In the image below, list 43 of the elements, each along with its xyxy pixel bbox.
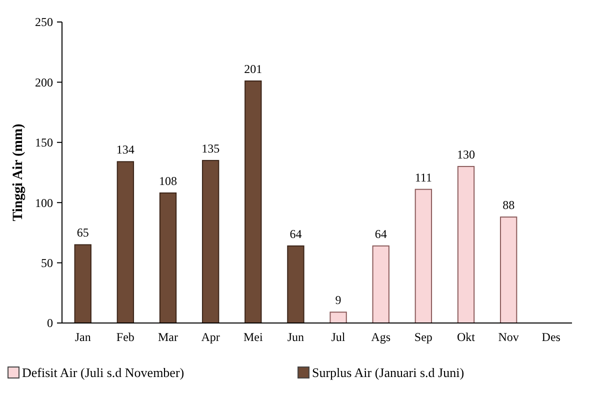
- bar: [372, 245, 390, 324]
- y-tick-label: 0: [47, 316, 53, 330]
- data-label: 65: [76, 226, 89, 240]
- legend-label: Defisit Air (Juli s.d November): [22, 365, 184, 380]
- bar: [244, 80, 262, 324]
- data-label: 88: [502, 198, 515, 212]
- y-tick-label: 150: [35, 136, 53, 150]
- x-tick-label: Jul: [331, 330, 346, 344]
- y-tick-label: 250: [35, 15, 53, 30]
- x-tick-label: Sep: [414, 330, 432, 344]
- y-tick-label: 50: [41, 256, 53, 270]
- y-axis-title: Tinggi Air (mm): [11, 123, 26, 222]
- legend-label: Surplus Air (Januari s.d Juni): [312, 365, 464, 380]
- bar: [74, 244, 92, 324]
- data-label: 134: [116, 142, 134, 157]
- bar: [457, 166, 475, 324]
- data-label: 64: [374, 226, 387, 241]
- y-tick-label: 100: [35, 196, 53, 210]
- x-tick-label: Jan: [74, 330, 91, 344]
- bar: [116, 161, 134, 324]
- bar: [159, 192, 177, 324]
- x-tick-label: Nov: [498, 330, 519, 344]
- x-tick-label: Jun: [287, 330, 304, 344]
- data-label: 135: [202, 141, 220, 156]
- data-label: 9: [335, 293, 342, 308]
- x-tick-label: Okt: [457, 330, 476, 344]
- data-label: 64: [290, 226, 302, 241]
- bar: [500, 216, 518, 324]
- bar: [330, 312, 347, 324]
- data-label: 111: [414, 170, 432, 184]
- x-tick-label: Feb: [116, 330, 134, 344]
- bar: [287, 245, 304, 324]
- x-tick-label: Des: [542, 330, 561, 344]
- data-label: 201: [244, 62, 262, 76]
- x-tick-label: Mar: [158, 330, 178, 344]
- bar: [414, 188, 432, 324]
- x-tick-label: Apr: [201, 330, 220, 344]
- x-tick-label: Ags: [371, 330, 391, 344]
- data-label: 130: [457, 147, 475, 162]
- data-label: 108: [159, 174, 177, 188]
- bar: [202, 160, 220, 324]
- x-tick-label: Mei: [243, 330, 264, 344]
- y-tick-label: 200: [35, 75, 53, 90]
